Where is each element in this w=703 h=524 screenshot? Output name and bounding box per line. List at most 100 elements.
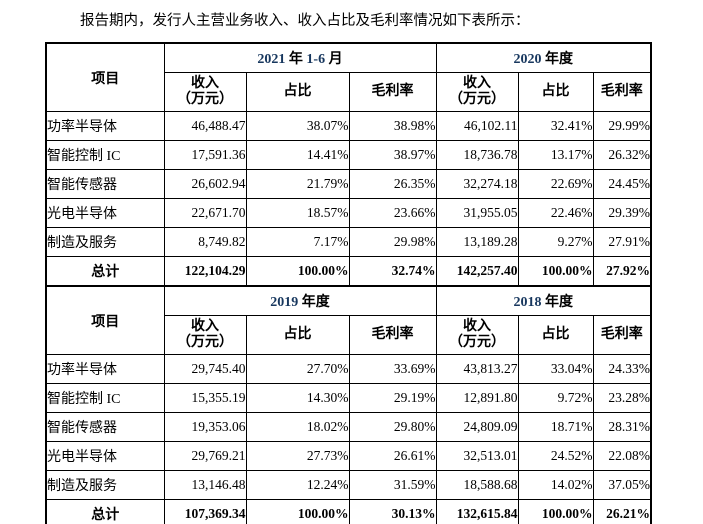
column-header-revenue: 收入 （万元） bbox=[435, 315, 519, 355]
cell-share-total: 100.00% bbox=[517, 499, 594, 524]
column-header-margin: 毛利率 bbox=[592, 315, 652, 355]
cell-revenue: 46,102.11 bbox=[435, 111, 519, 141]
cell-margin: 29.39% bbox=[592, 198, 652, 228]
page-title: 报告期内，发行人主营业务收入、收入占比及毛利率情况如下表所示： bbox=[80, 13, 530, 29]
revenue-unit-label: （万元） bbox=[449, 92, 506, 107]
cell-margin: 26.32% bbox=[592, 140, 652, 170]
cell-revenue: 43,813.27 bbox=[435, 354, 519, 384]
cell-revenue: 31,955.05 bbox=[435, 198, 519, 228]
cell-margin-total: 27.92% bbox=[592, 256, 652, 287]
row-label: 制造及服务 bbox=[45, 470, 165, 500]
table-row: 智能控制 IC 15,355.19 14.30% 29.19% 12,891.8… bbox=[45, 383, 652, 413]
cell-revenue: 17,591.36 bbox=[163, 140, 247, 170]
cell-margin: 31.59% bbox=[348, 470, 437, 500]
period-header-2019: 2019 年度 bbox=[163, 285, 437, 316]
table-row: 智能传感器 19,353.06 18.02% 29.80% 24,809.09 … bbox=[45, 412, 652, 442]
table-row: 收入 （万元） 占比 毛利率 收入 （万元） 占比 毛利率 bbox=[46, 315, 652, 355]
period-header-2021: 2021 年 1-6 月 bbox=[163, 42, 437, 73]
cell-share: 7.17% bbox=[245, 227, 350, 257]
cell-share: 14.02% bbox=[517, 470, 594, 500]
row-label: 智能控制 IC bbox=[45, 140, 165, 170]
cell-margin: 38.97% bbox=[348, 140, 437, 170]
cell-revenue: 46,488.47 bbox=[163, 111, 247, 141]
column-header-share: 占比 bbox=[517, 315, 594, 355]
row-label: 制造及服务 bbox=[45, 227, 165, 257]
cell-share: 18.57% bbox=[245, 198, 350, 228]
cell-share: 18.02% bbox=[245, 412, 350, 442]
revenue-label: 收入 bbox=[463, 75, 492, 91]
cell-revenue: 8,749.82 bbox=[163, 227, 247, 257]
cell-share: 27.73% bbox=[245, 441, 350, 471]
cell-revenue: 26,602.94 bbox=[163, 169, 247, 199]
row-label: 功率半导体 bbox=[45, 111, 165, 141]
cell-revenue: 18,736.78 bbox=[435, 140, 519, 170]
row-label: 智能控制 IC bbox=[45, 383, 165, 413]
cell-margin: 24.33% bbox=[592, 354, 652, 384]
cell-margin: 29.19% bbox=[348, 383, 437, 413]
table-row: 收入 （万元） 占比 毛利率 收入 （万元） 占比 毛利率 bbox=[46, 72, 652, 112]
table-row: 智能控制 IC 17,591.36 14.41% 38.97% 18,736.7… bbox=[45, 140, 652, 170]
column-header-item: 项目 bbox=[45, 42, 165, 112]
cell-revenue: 15,355.19 bbox=[163, 383, 247, 413]
table-row: 制造及服务 13,146.48 12.24% 31.59% 18,588.68 … bbox=[45, 470, 652, 500]
table-row: 光电半导体 29,769.21 27.73% 26.61% 32,513.01 … bbox=[45, 441, 652, 471]
cell-margin: 26.35% bbox=[348, 169, 437, 199]
table-row: 功率半导体 46,488.47 38.07% 38.98% 46,102.11 … bbox=[45, 111, 652, 141]
cell-share: 22.69% bbox=[517, 169, 594, 199]
revenue-unit-label: （万元） bbox=[177, 335, 233, 350]
table-total-row: 总计 107,369.34 100.00% 30.13% 132,615.84 … bbox=[45, 499, 652, 524]
cell-share: 24.52% bbox=[517, 441, 594, 471]
cell-margin: 27.91% bbox=[592, 227, 652, 257]
cell-margin: 29.99% bbox=[592, 111, 652, 141]
cell-margin: 37.05% bbox=[592, 470, 652, 500]
column-header-item: 项目 bbox=[45, 285, 165, 355]
row-label: 光电半导体 bbox=[45, 441, 165, 471]
revenue-unit-label: （万元） bbox=[177, 92, 233, 107]
row-label: 智能传感器 bbox=[45, 412, 165, 442]
cell-share: 12.24% bbox=[245, 470, 350, 500]
cell-margin: 26.61% bbox=[348, 441, 437, 471]
cell-margin: 24.45% bbox=[592, 169, 652, 199]
cell-revenue: 29,769.21 bbox=[163, 441, 247, 471]
cell-revenue-total: 122,104.29 bbox=[163, 256, 247, 287]
cell-margin-total: 26.21% bbox=[592, 499, 652, 524]
revenue-table: 项目 2021 年 1-6 月 2020 年度 收入 （万元） 占比 毛利率 收入… bbox=[45, 42, 653, 524]
table-row: 功率半导体 29,745.40 27.70% 33.69% 43,813.27 … bbox=[45, 354, 652, 384]
column-header-revenue: 收入 （万元） bbox=[163, 315, 247, 355]
column-header-margin: 毛利率 bbox=[592, 72, 652, 112]
row-label: 智能传感器 bbox=[45, 169, 165, 199]
cell-share: 21.79% bbox=[245, 169, 350, 199]
cell-share: 32.41% bbox=[517, 111, 594, 141]
revenue-label: 收入 bbox=[191, 318, 219, 334]
cell-margin: 23.28% bbox=[592, 383, 652, 413]
total-label: 总计 bbox=[45, 256, 165, 287]
revenue-unit-label: （万元） bbox=[449, 335, 506, 350]
cell-margin: 23.66% bbox=[348, 198, 437, 228]
period-header-2020: 2020 年度 bbox=[435, 42, 652, 73]
cell-margin: 33.69% bbox=[348, 354, 437, 384]
table-row: 项目 2019 年度 2018 年度 bbox=[45, 285, 652, 355]
column-header-share: 占比 bbox=[245, 72, 350, 112]
cell-share-total: 100.00% bbox=[245, 499, 350, 524]
column-header-margin: 毛利率 bbox=[348, 72, 437, 112]
column-header-margin: 毛利率 bbox=[348, 315, 437, 355]
cell-share: 9.72% bbox=[517, 383, 594, 413]
column-header-share: 占比 bbox=[517, 72, 594, 112]
cell-margin: 29.98% bbox=[348, 227, 437, 257]
column-header-share: 占比 bbox=[245, 315, 350, 355]
cell-margin: 29.80% bbox=[348, 412, 437, 442]
cell-share-total: 100.00% bbox=[245, 256, 350, 287]
cell-margin: 38.98% bbox=[348, 111, 437, 141]
cell-share: 22.46% bbox=[517, 198, 594, 228]
cell-revenue: 18,588.68 bbox=[435, 470, 519, 500]
cell-revenue: 13,146.48 bbox=[163, 470, 247, 500]
cell-margin-total: 30.13% bbox=[348, 499, 437, 524]
cell-margin-total: 32.74% bbox=[348, 256, 437, 287]
revenue-label: 收入 bbox=[191, 75, 219, 91]
cell-revenue: 22,671.70 bbox=[163, 198, 247, 228]
cell-revenue: 13,189.28 bbox=[435, 227, 519, 257]
cell-revenue: 12,891.80 bbox=[435, 383, 519, 413]
cell-share: 14.41% bbox=[245, 140, 350, 170]
cell-revenue: 29,745.40 bbox=[163, 354, 247, 384]
cell-revenue: 19,353.06 bbox=[163, 412, 247, 442]
